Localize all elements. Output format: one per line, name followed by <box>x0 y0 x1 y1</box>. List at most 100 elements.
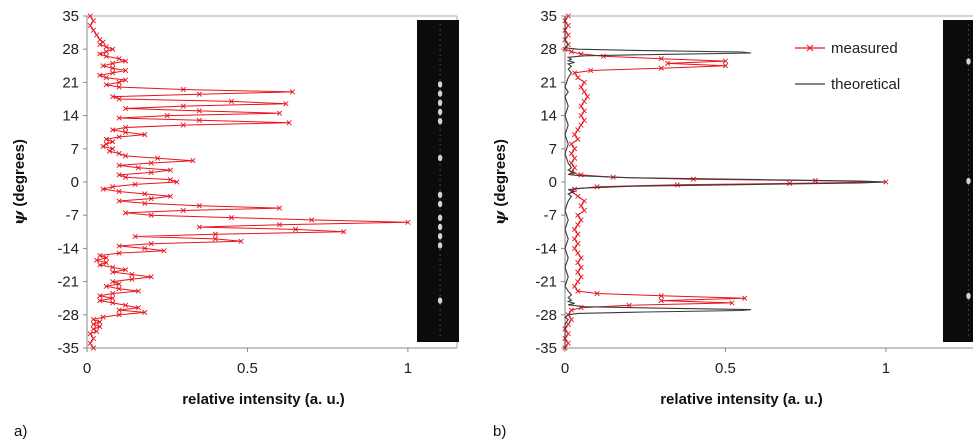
y-tick-label: -28 <box>57 307 79 324</box>
data-point <box>116 150 122 157</box>
y-tick-label: 28 <box>62 41 79 58</box>
data-point <box>341 229 347 235</box>
data-point <box>122 105 129 112</box>
y-tick-label: -35 <box>57 340 79 357</box>
data-point <box>180 122 186 128</box>
data-point <box>122 58 129 64</box>
data-point <box>110 300 116 306</box>
data-point <box>228 214 235 221</box>
data-point <box>581 89 587 95</box>
data-point <box>97 41 103 48</box>
data-point <box>729 300 735 306</box>
diffraction-spot <box>437 90 443 97</box>
data-point <box>584 94 591 100</box>
x-axis-label: relative intensity (a. u.) <box>660 391 823 408</box>
data-point <box>190 158 196 164</box>
diffraction-spot <box>437 297 443 304</box>
data-point <box>97 252 103 259</box>
data-point <box>103 75 109 81</box>
data-point <box>658 65 664 71</box>
y-tick-label: 35 <box>62 8 79 25</box>
data-point <box>103 141 109 147</box>
data-point <box>578 264 584 270</box>
data-point <box>90 316 97 323</box>
data-point <box>142 191 148 197</box>
data-point <box>309 217 315 223</box>
data-point <box>97 37 103 43</box>
data-point <box>148 160 154 166</box>
data-point <box>575 136 581 142</box>
data-point <box>135 288 141 294</box>
data-point <box>578 255 584 261</box>
data-point <box>575 260 581 266</box>
data-point <box>575 269 581 275</box>
data-point <box>581 207 587 214</box>
data-point <box>122 174 129 180</box>
data-point <box>600 53 607 59</box>
data-point <box>122 302 129 308</box>
diffraction-spot <box>437 233 443 240</box>
x-tick-label: 0 <box>561 360 569 377</box>
data-point <box>581 108 587 114</box>
diffraction-spot <box>966 177 971 185</box>
data-point <box>90 335 97 342</box>
data-point <box>90 326 97 332</box>
data-point <box>581 98 587 104</box>
y-axis-label-symbol: ψ <box>10 210 28 225</box>
diffraction-pattern-image <box>417 20 459 342</box>
data-point <box>722 63 729 69</box>
data-point <box>110 94 116 100</box>
y-tick-label: -35 <box>535 340 557 357</box>
data-point <box>97 297 103 304</box>
data-point <box>658 293 664 299</box>
data-point <box>135 305 141 311</box>
data-point <box>572 283 578 289</box>
diffraction-spot <box>437 200 443 208</box>
y-tick-label: 0 <box>71 174 79 191</box>
data-point <box>116 96 122 102</box>
data-point <box>212 231 218 237</box>
diffraction-spot <box>966 292 971 300</box>
data-point <box>97 72 103 78</box>
x-axis-label: relative intensity (a. u.) <box>182 391 345 408</box>
data-point <box>110 264 116 270</box>
data-point <box>100 143 106 150</box>
diffraction-spot <box>437 191 443 198</box>
data-point <box>658 297 664 304</box>
panel-label: b) <box>493 423 506 440</box>
data-point <box>674 182 680 188</box>
legend-label: measured <box>831 40 898 57</box>
data-point <box>581 79 587 86</box>
data-point <box>568 48 575 55</box>
data-point <box>578 84 584 90</box>
y-tick-label: 14 <box>540 108 557 125</box>
data-point <box>568 307 575 313</box>
data-point <box>572 236 578 242</box>
legend-label: theoretical <box>831 76 900 93</box>
y-axis-label-text: (degrees) <box>492 139 509 211</box>
diffraction-spot <box>437 242 443 249</box>
data-point <box>565 331 571 337</box>
data-point <box>572 70 578 76</box>
data-point <box>575 127 581 133</box>
diffraction-spot <box>437 214 443 221</box>
data-point <box>575 222 581 228</box>
data-point <box>276 222 283 228</box>
data-point <box>658 56 664 62</box>
series-profile <box>87 13 411 351</box>
data-point <box>103 44 109 50</box>
data-point <box>97 262 103 268</box>
data-point <box>103 53 109 59</box>
data-point <box>148 274 154 280</box>
data-point <box>132 233 138 240</box>
data-point <box>135 165 141 171</box>
data-point <box>405 219 411 225</box>
data-point <box>276 110 283 116</box>
y-tick-label: 14 <box>62 108 79 125</box>
data-point <box>103 255 109 261</box>
data-point <box>142 245 148 252</box>
diffraction-spot <box>437 99 443 107</box>
